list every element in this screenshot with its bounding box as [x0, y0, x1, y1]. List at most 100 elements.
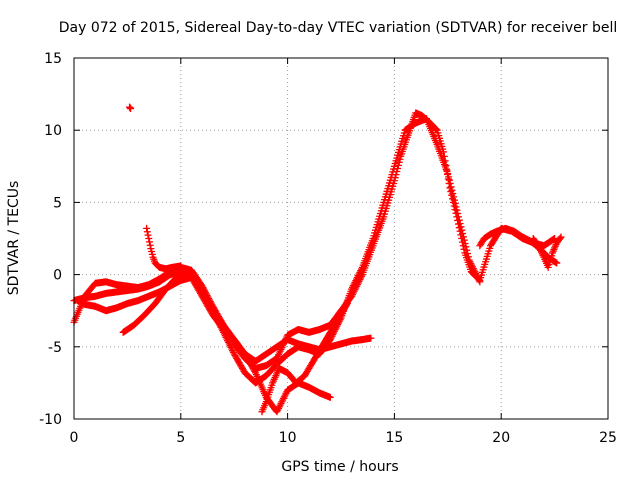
data-point — [199, 287, 207, 295]
x-axis-label: GPS time / hours — [281, 459, 398, 475]
data-point — [468, 263, 476, 271]
data-point — [273, 408, 281, 416]
x-tick-label: 10 — [279, 430, 297, 446]
data-point — [343, 299, 351, 307]
data-point — [127, 105, 135, 113]
data-point — [274, 406, 282, 414]
data-point — [535, 243, 543, 251]
data-point — [177, 262, 185, 270]
data-point — [467, 259, 475, 267]
data-point — [228, 345, 236, 353]
data-point — [349, 282, 357, 290]
data-point — [448, 186, 456, 194]
data-point — [201, 290, 209, 298]
y-tick-label: 15 — [44, 51, 62, 67]
data-point — [223, 335, 231, 343]
data-point — [356, 268, 364, 276]
data-point — [224, 337, 232, 345]
y-tick-label: -10 — [39, 412, 62, 428]
data-point — [457, 223, 465, 231]
data-point — [145, 235, 153, 242]
data-point — [464, 249, 472, 257]
data-point — [459, 233, 467, 241]
data-point — [358, 265, 366, 273]
data-point — [276, 401, 284, 409]
data-point — [472, 269, 480, 277]
data-point — [553, 259, 561, 267]
data-point — [395, 158, 403, 166]
data-point — [450, 193, 458, 201]
y-axis-label: SDTVAR / TECUs — [6, 181, 22, 296]
data-point — [444, 170, 452, 178]
data-point — [277, 399, 285, 407]
data-point — [464, 253, 472, 261]
data-point — [367, 334, 375, 342]
data-point — [446, 180, 454, 188]
x-tick-label: 0 — [70, 430, 79, 446]
data-point — [396, 155, 404, 163]
data-point — [226, 342, 234, 350]
data-point — [227, 343, 235, 351]
data-point — [450, 196, 458, 204]
data-point — [275, 404, 283, 412]
data-point — [229, 347, 237, 355]
data-point — [357, 267, 365, 275]
chart-title: Day 072 of 2015, Sidereal Day-to-day VTE… — [59, 20, 618, 36]
data-point — [458, 226, 466, 234]
data-point — [445, 173, 453, 181]
data-point — [204, 297, 212, 305]
data-point — [353, 273, 361, 281]
data-point — [146, 241, 154, 249]
data-point — [461, 239, 469, 247]
plot-frame — [73, 57, 609, 420]
data-point — [353, 275, 361, 283]
data-point — [351, 278, 359, 286]
data-point — [471, 268, 479, 276]
y-tick-label: 5 — [53, 195, 62, 211]
data-point — [456, 220, 464, 228]
data-point — [202, 293, 210, 301]
data-point — [475, 276, 483, 284]
data-point — [462, 243, 470, 251]
data-point — [354, 272, 362, 280]
data-point — [466, 258, 474, 266]
data-point — [445, 176, 453, 184]
data-point — [280, 393, 288, 401]
y-tick-label: -5 — [48, 340, 62, 356]
series-arc-8 — [529, 233, 565, 271]
data-point — [476, 278, 484, 286]
data-point — [203, 295, 211, 303]
data-point — [447, 183, 455, 191]
x-tick-label: 5 — [176, 430, 185, 446]
ticks: 0 5 10 15 20 25 -10 -5 0 5 10 15 — [39, 51, 617, 446]
data-point — [281, 391, 289, 399]
data-point — [469, 264, 477, 272]
data-point — [453, 206, 461, 214]
data-point — [326, 393, 334, 401]
data-point — [144, 231, 152, 239]
data-point — [350, 280, 358, 288]
series-arc-5 — [258, 299, 351, 416]
data-point — [145, 238, 153, 246]
series-outlier — [126, 103, 135, 113]
y-tick-label: 0 — [53, 268, 62, 284]
data-point — [460, 236, 468, 244]
data-point — [454, 210, 462, 218]
data-point — [455, 216, 463, 224]
x-tick-label: 20 — [492, 430, 510, 446]
data-point — [473, 273, 481, 281]
data-point — [474, 274, 482, 282]
series-arc-4 — [119, 268, 375, 365]
data-point — [224, 338, 232, 346]
series-arc-6 — [143, 224, 185, 273]
data-point — [201, 292, 209, 300]
data-point — [452, 203, 460, 211]
data-point — [432, 125, 440, 133]
data-point — [143, 224, 151, 232]
x-tick-label: 15 — [385, 430, 403, 446]
x-tick-label: 25 — [599, 430, 617, 446]
data-point — [352, 277, 360, 285]
data-point — [473, 271, 481, 279]
data-point — [251, 367, 259, 375]
